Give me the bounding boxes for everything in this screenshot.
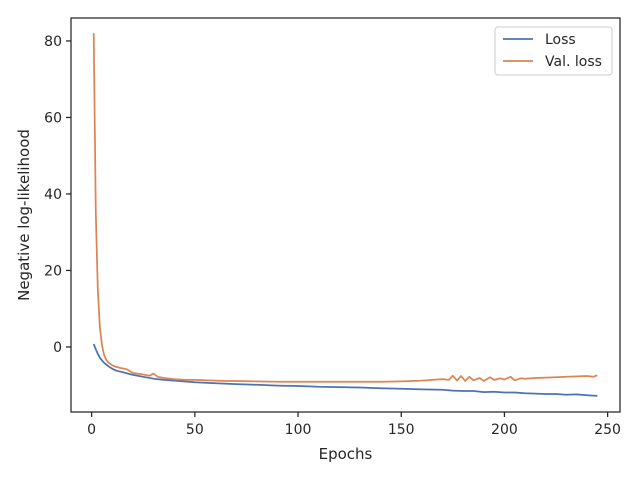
x-tick-label: 0 bbox=[87, 422, 96, 438]
y-axis-label: Negative log-likelihood bbox=[15, 129, 33, 301]
x-tick-label: 100 bbox=[285, 422, 312, 438]
x-tick-label: 50 bbox=[186, 422, 204, 438]
y-tick-label: 20 bbox=[44, 263, 62, 279]
x-axis-label: Epochs bbox=[319, 445, 373, 463]
series-line-loss bbox=[92, 343, 598, 397]
plot-area bbox=[92, 33, 598, 397]
y-tick-label: 40 bbox=[44, 187, 62, 203]
x-tick-label: 250 bbox=[594, 422, 621, 438]
x-tick-label: 150 bbox=[388, 422, 415, 438]
y-tick-label: 80 bbox=[44, 34, 62, 50]
legend: Loss Val. loss bbox=[494, 26, 613, 76]
legend-label: Val. loss bbox=[545, 54, 602, 70]
y-tick-label: 60 bbox=[44, 110, 62, 126]
y-axis: 0 20 40 60 80 bbox=[44, 34, 71, 356]
legend-label: Loss bbox=[545, 32, 576, 48]
x-tick-label: 200 bbox=[491, 422, 518, 438]
y-tick-label: 0 bbox=[53, 340, 62, 356]
series-line-val-loss bbox=[92, 33, 598, 383]
plot-frame bbox=[70, 17, 621, 413]
x-axis: 0 50 100 150 200 250 bbox=[87, 412, 621, 438]
